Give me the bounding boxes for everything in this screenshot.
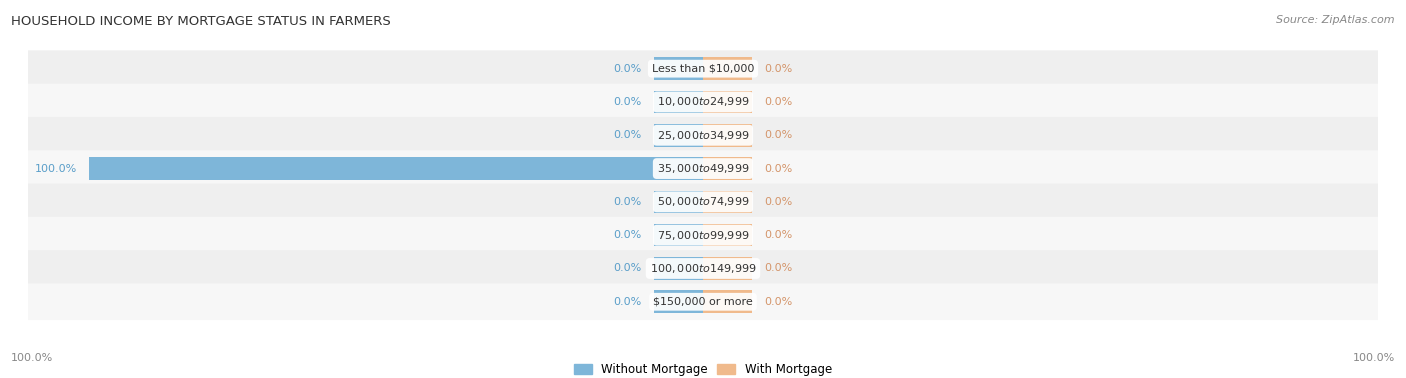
- Bar: [654, 57, 703, 80]
- FancyBboxPatch shape: [28, 150, 1378, 187]
- FancyBboxPatch shape: [28, 117, 1378, 153]
- FancyBboxPatch shape: [28, 284, 1378, 320]
- Text: 0.0%: 0.0%: [765, 297, 793, 307]
- Text: 0.0%: 0.0%: [613, 64, 641, 74]
- Bar: [654, 290, 703, 313]
- Text: $150,000 or more: $150,000 or more: [654, 297, 752, 307]
- Text: 0.0%: 0.0%: [765, 64, 793, 74]
- Text: 0.0%: 0.0%: [765, 97, 793, 107]
- Bar: [703, 257, 752, 280]
- Text: HOUSEHOLD INCOME BY MORTGAGE STATUS IN FARMERS: HOUSEHOLD INCOME BY MORTGAGE STATUS IN F…: [11, 15, 391, 28]
- FancyBboxPatch shape: [28, 50, 1378, 87]
- Bar: [703, 124, 752, 147]
- Text: 0.0%: 0.0%: [613, 297, 641, 307]
- Text: 0.0%: 0.0%: [613, 197, 641, 207]
- Text: 0.0%: 0.0%: [613, 230, 641, 240]
- Text: 100.0%: 100.0%: [35, 164, 77, 174]
- Text: $100,000 to $149,999: $100,000 to $149,999: [650, 262, 756, 275]
- Text: $25,000 to $34,999: $25,000 to $34,999: [657, 129, 749, 142]
- Bar: [654, 257, 703, 280]
- Bar: [654, 124, 703, 147]
- Bar: [654, 191, 703, 213]
- Legend: Without Mortgage, With Mortgage: Without Mortgage, With Mortgage: [569, 358, 837, 378]
- Text: 0.0%: 0.0%: [613, 263, 641, 273]
- Text: 100.0%: 100.0%: [1353, 353, 1395, 363]
- Bar: [703, 224, 752, 246]
- Text: $10,000 to $24,999: $10,000 to $24,999: [657, 96, 749, 108]
- Bar: [703, 290, 752, 313]
- FancyBboxPatch shape: [28, 184, 1378, 220]
- FancyBboxPatch shape: [28, 217, 1378, 254]
- Text: 0.0%: 0.0%: [765, 263, 793, 273]
- Text: $75,000 to $99,999: $75,000 to $99,999: [657, 229, 749, 242]
- Text: Less than $10,000: Less than $10,000: [652, 64, 754, 74]
- Bar: [703, 157, 752, 180]
- Text: 0.0%: 0.0%: [613, 130, 641, 140]
- Bar: [90, 157, 703, 180]
- Bar: [654, 224, 703, 246]
- Text: 100.0%: 100.0%: [11, 353, 53, 363]
- Text: 0.0%: 0.0%: [765, 164, 793, 174]
- Text: 0.0%: 0.0%: [765, 230, 793, 240]
- Bar: [703, 191, 752, 213]
- Text: Source: ZipAtlas.com: Source: ZipAtlas.com: [1277, 15, 1395, 25]
- Text: 0.0%: 0.0%: [765, 197, 793, 207]
- Bar: [654, 91, 703, 113]
- FancyBboxPatch shape: [28, 250, 1378, 287]
- Bar: [703, 91, 752, 113]
- Bar: [703, 57, 752, 80]
- Text: 0.0%: 0.0%: [613, 97, 641, 107]
- Text: $50,000 to $74,999: $50,000 to $74,999: [657, 195, 749, 208]
- FancyBboxPatch shape: [28, 84, 1378, 120]
- Text: $35,000 to $49,999: $35,000 to $49,999: [657, 162, 749, 175]
- Text: 0.0%: 0.0%: [765, 130, 793, 140]
